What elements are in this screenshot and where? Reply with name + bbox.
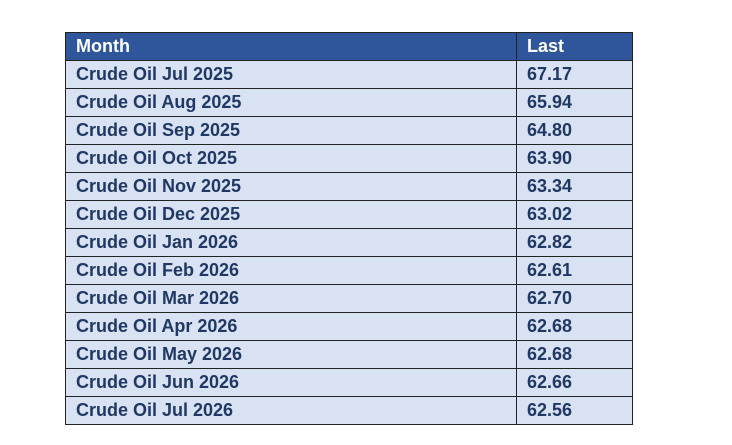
table-row: Crude Oil Feb 2026 62.61 xyxy=(65,256,633,285)
month-cell: Crude Oil Sep 2025 xyxy=(65,116,517,145)
table-row: Crude Oil Jun 2026 62.66 xyxy=(65,368,633,397)
month-cell: Crude Oil Apr 2026 xyxy=(65,312,517,341)
month-cell: Crude Oil Feb 2026 xyxy=(65,256,517,285)
last-price-cell: 63.34 xyxy=(516,172,633,201)
month-cell: Crude Oil Jun 2026 xyxy=(65,368,517,397)
table-row: Crude Oil Jul 2025 67.17 xyxy=(65,60,633,89)
crude-oil-futures-table: Month Last Crude Oil Jul 2025 67.17 Crud… xyxy=(65,32,633,425)
table-row: Crude Oil Jul 2026 62.56 xyxy=(65,396,633,425)
table-body: Crude Oil Jul 2025 67.17 Crude Oil Aug 2… xyxy=(65,60,633,425)
month-cell: Crude Oil May 2026 xyxy=(65,340,517,369)
last-price-cell: 62.61 xyxy=(516,256,633,285)
table-row: Crude Oil Sep 2025 64.80 xyxy=(65,116,633,145)
column-header-month: Month xyxy=(65,32,517,61)
table-header-row: Month Last xyxy=(65,32,633,61)
month-cell: Crude Oil Oct 2025 xyxy=(65,144,517,173)
table-row: Crude Oil Jan 2026 62.82 xyxy=(65,228,633,257)
month-cell: Crude Oil Nov 2025 xyxy=(65,172,517,201)
last-price-cell: 62.70 xyxy=(516,284,633,313)
last-price-cell: 64.80 xyxy=(516,116,633,145)
month-cell: Crude Oil Jan 2026 xyxy=(65,228,517,257)
last-price-cell: 65.94 xyxy=(516,88,633,117)
month-cell: Crude Oil Dec 2025 xyxy=(65,200,517,229)
last-price-cell: 67.17 xyxy=(516,60,633,89)
table-row: Crude Oil Aug 2025 65.94 xyxy=(65,88,633,117)
table-row: Crude Oil Nov 2025 63.34 xyxy=(65,172,633,201)
last-price-cell: 62.82 xyxy=(516,228,633,257)
table-row: Crude Oil May 2026 62.68 xyxy=(65,340,633,369)
table-row: Crude Oil Mar 2026 62.70 xyxy=(65,284,633,313)
last-price-cell: 63.02 xyxy=(516,200,633,229)
last-price-cell: 62.68 xyxy=(516,340,633,369)
month-cell: Crude Oil Mar 2026 xyxy=(65,284,517,313)
last-price-cell: 62.66 xyxy=(516,368,633,397)
last-price-cell: 62.56 xyxy=(516,396,633,425)
column-header-last: Last xyxy=(516,32,633,61)
month-cell: Crude Oil Jul 2025 xyxy=(65,60,517,89)
month-cell: Crude Oil Aug 2025 xyxy=(65,88,517,117)
last-price-cell: 63.90 xyxy=(516,144,633,173)
table-row: Crude Oil Dec 2025 63.02 xyxy=(65,200,633,229)
month-cell: Crude Oil Jul 2026 xyxy=(65,396,517,425)
table-row: Crude Oil Oct 2025 63.90 xyxy=(65,144,633,173)
last-price-cell: 62.68 xyxy=(516,312,633,341)
price-table-container: Month Last Crude Oil Jul 2025 67.17 Crud… xyxy=(65,32,633,425)
table-row: Crude Oil Apr 2026 62.68 xyxy=(65,312,633,341)
